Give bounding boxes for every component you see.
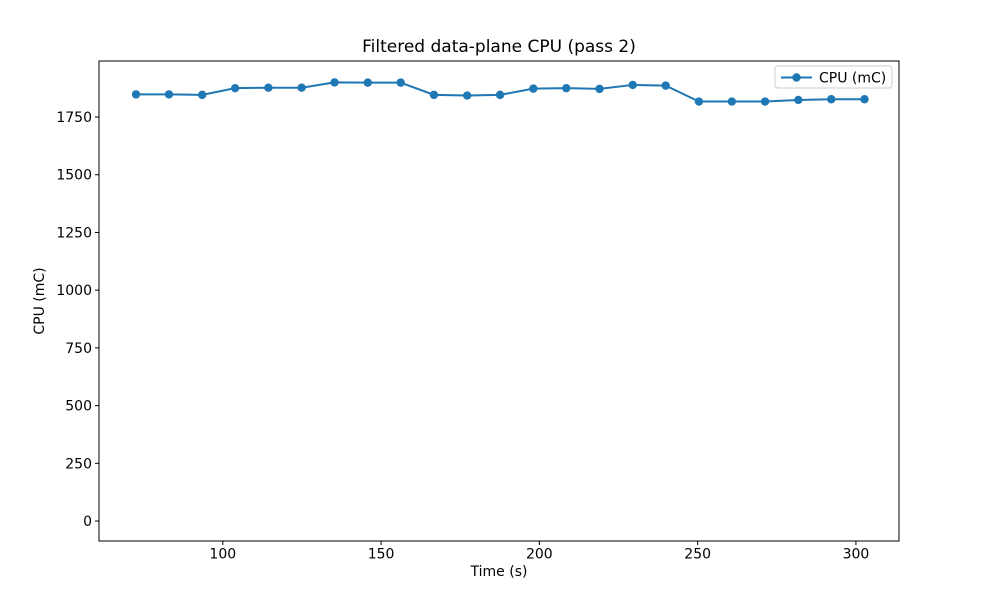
data-point-marker (363, 78, 372, 87)
cpu-series-markers (131, 78, 869, 106)
data-point-marker (198, 90, 207, 100)
data-point-marker (760, 97, 770, 106)
data-point-marker (860, 95, 869, 104)
data-point-marker (264, 83, 273, 92)
data-point-marker (595, 84, 604, 94)
data-point-marker (462, 91, 472, 100)
data-point-marker (562, 83, 571, 93)
legend: CPU (mC) (774, 65, 893, 89)
data-point-marker (827, 95, 836, 104)
x-tick-label: 100 (209, 547, 236, 563)
data-point-marker (727, 97, 737, 106)
x-tick-label: 200 (526, 547, 553, 563)
x-tick-label: 250 (684, 547, 711, 563)
x-tick-label: 150 (368, 547, 395, 563)
y-tick-label: 0 (83, 514, 92, 530)
data-point-marker (297, 83, 306, 92)
data-point-marker (495, 90, 505, 100)
y-tick-label: 1750 (56, 110, 92, 126)
data-point-marker (694, 97, 704, 106)
y-axis-label: CPU (mC) (32, 267, 48, 334)
plot-area (98, 60, 900, 542)
x-axis-label: Time (s) (470, 564, 528, 580)
y-tick-label: 1250 (56, 225, 92, 241)
data-point-marker (529, 84, 538, 93)
chart-title: Filtered data-plane CPU (pass 2) (362, 37, 636, 57)
data-point-marker (396, 78, 405, 87)
legend-box (774, 65, 893, 89)
y-axis-ticks: 0 250 500 750 1000 1250 1500 1750 (56, 110, 99, 530)
data-point-marker (794, 95, 803, 105)
data-point-marker (330, 78, 339, 87)
legend-sample-marker (792, 73, 801, 82)
data-point-marker (661, 81, 670, 90)
data-point-marker (164, 90, 174, 99)
y-tick-label: 750 (65, 341, 92, 357)
y-tick-label: 250 (65, 456, 92, 472)
data-point-marker (628, 80, 637, 90)
y-tick-label: 1500 (56, 168, 92, 184)
data-point-marker (131, 90, 141, 99)
x-tick-label: 300 (843, 547, 870, 563)
data-point-marker (429, 90, 439, 100)
y-tick-label: 500 (65, 399, 92, 415)
x-axis-ticks: 100 150 200 250 300 (209, 541, 869, 563)
data-point-marker (230, 83, 240, 93)
y-tick-label: 1000 (56, 283, 92, 299)
legend-entry-label: CPU (mC) (819, 71, 886, 87)
